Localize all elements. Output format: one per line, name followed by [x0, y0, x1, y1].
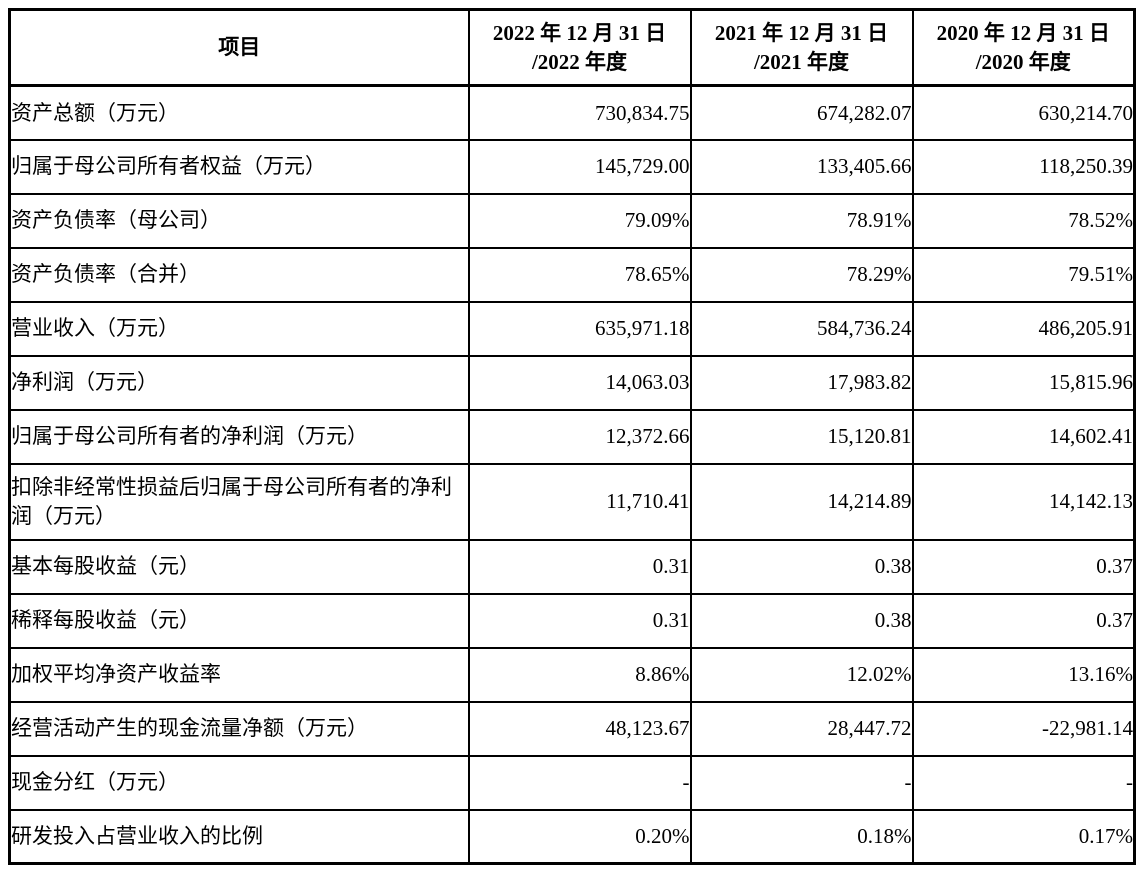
row-label: 资产总额（万元）	[8, 84, 470, 141]
value-2022: 0.20%	[467, 808, 692, 865]
value-2020: 15,815.96	[911, 354, 1136, 411]
table-row-basic-eps: 基本每股收益（元） 0.31 0.38 0.37	[8, 538, 1136, 595]
table-row-cash-dividend: 现金分红（万元） - - -	[8, 754, 1136, 811]
row-label: 营业收入（万元）	[8, 300, 470, 357]
value-2021: 0.38	[689, 538, 914, 595]
value-2021: 17,983.82	[689, 354, 914, 411]
header-2022-column: 2022 年 12 月 31 日 /2022 年度	[467, 8, 692, 87]
value-2022: 14,063.03	[467, 354, 692, 411]
header-2020-column: 2020 年 12 月 31 日 /2020 年度	[911, 8, 1136, 87]
value-2020: 0.17%	[911, 808, 1136, 865]
value-2021: 133,405.66	[689, 138, 914, 195]
table-row-parent-equity: 归属于母公司所有者权益（万元） 145,729.00 133,405.66 11…	[8, 138, 1136, 195]
value-2021: 78.91%	[689, 192, 914, 249]
value-2022: 12,372.66	[467, 408, 692, 465]
value-2020: 0.37	[911, 538, 1136, 595]
row-label: 现金分红（万元）	[8, 754, 470, 811]
value-2021: 0.38	[689, 592, 914, 649]
row-label: 加权平均净资产收益率	[8, 646, 470, 703]
row-label: 归属于母公司所有者的净利润（万元）	[8, 408, 470, 465]
value-2022: 730,834.75	[467, 84, 692, 141]
header-row: 项目 2022 年 12 月 31 日 /2022 年度 2021 年 12 月…	[8, 8, 1136, 87]
value-2020: -	[911, 754, 1136, 811]
value-2020: 14,602.41	[911, 408, 1136, 465]
value-2022: 79.09%	[467, 192, 692, 249]
table-row-net-profit-excl-nonrecurring: 扣除非经常性损益后归属于母公司所有者的净利润（万元） 11,710.41 14,…	[8, 462, 1136, 541]
value-2020: 486,205.91	[911, 300, 1136, 357]
value-2020: 630,214.70	[911, 84, 1136, 141]
value-2021: 28,447.72	[689, 700, 914, 757]
table-row-net-profit: 净利润（万元） 14,063.03 17,983.82 15,815.96	[8, 354, 1136, 411]
table-row-debt-ratio-parent: 资产负债率（母公司） 79.09% 78.91% 78.52%	[8, 192, 1136, 249]
table-row-weighted-roe: 加权平均净资产收益率 8.86% 12.02% 13.16%	[8, 646, 1136, 703]
table-row-operating-revenue: 营业收入（万元） 635,971.18 584,736.24 486,205.9…	[8, 300, 1136, 357]
value-2020: 78.52%	[911, 192, 1136, 249]
value-2021: 0.18%	[689, 808, 914, 865]
value-2020: -22,981.14	[911, 700, 1136, 757]
row-label: 资产负债率（合并）	[8, 246, 470, 303]
table-body: 资产总额（万元） 730,834.75 674,282.07 630,214.7…	[8, 84, 1136, 865]
value-2022: 11,710.41	[467, 462, 692, 541]
row-label: 经营活动产生的现金流量净额（万元）	[8, 700, 470, 757]
row-label: 研发投入占营业收入的比例	[8, 808, 470, 865]
value-2020: 79.51%	[911, 246, 1136, 303]
value-2021: 674,282.07	[689, 84, 914, 141]
value-2021: 12.02%	[689, 646, 914, 703]
table-row-operating-cash-flow: 经营活动产生的现金流量净额（万元） 48,123.67 28,447.72 -2…	[8, 700, 1136, 757]
value-2022: 8.86%	[467, 646, 692, 703]
header-item-column: 项目	[8, 8, 470, 87]
value-2021: -	[689, 754, 914, 811]
row-label: 扣除非经常性损益后归属于母公司所有者的净利润（万元）	[8, 462, 470, 541]
header-2021-column: 2021 年 12 月 31 日 /2021 年度	[689, 8, 914, 87]
value-2022: 78.65%	[467, 246, 692, 303]
value-2022: 635,971.18	[467, 300, 692, 357]
row-label: 资产负债率（母公司）	[8, 192, 470, 249]
value-2021: 584,736.24	[689, 300, 914, 357]
row-label: 基本每股收益（元）	[8, 538, 470, 595]
row-label: 归属于母公司所有者权益（万元）	[8, 138, 470, 195]
table-row-total-assets: 资产总额（万元） 730,834.75 674,282.07 630,214.7…	[8, 84, 1136, 141]
row-label: 净利润（万元）	[8, 354, 470, 411]
value-2022: 48,123.67	[467, 700, 692, 757]
value-2022: 0.31	[467, 592, 692, 649]
value-2021: 14,214.89	[689, 462, 914, 541]
value-2020: 0.37	[911, 592, 1136, 649]
table-row-net-profit-parent: 归属于母公司所有者的净利润（万元） 12,372.66 15,120.81 14…	[8, 408, 1136, 465]
value-2022: 0.31	[467, 538, 692, 595]
value-2020: 14,142.13	[911, 462, 1136, 541]
table-row-rd-revenue-ratio: 研发投入占营业收入的比例 0.20% 0.18% 0.17%	[8, 808, 1136, 865]
table-header: 项目 2022 年 12 月 31 日 /2022 年度 2021 年 12 月…	[8, 8, 1136, 87]
table-row-diluted-eps: 稀释每股收益（元） 0.31 0.38 0.37	[8, 592, 1136, 649]
row-label: 稀释每股收益（元）	[8, 592, 470, 649]
table-row-debt-ratio-consolidated: 资产负债率（合并） 78.65% 78.29% 79.51%	[8, 246, 1136, 303]
value-2020: 118,250.39	[911, 138, 1136, 195]
value-2021: 78.29%	[689, 246, 914, 303]
value-2021: 15,120.81	[689, 408, 914, 465]
value-2020: 13.16%	[911, 646, 1136, 703]
value-2022: 145,729.00	[467, 138, 692, 195]
financial-summary-table: 项目 2022 年 12 月 31 日 /2022 年度 2021 年 12 月…	[8, 8, 1136, 865]
value-2022: -	[467, 754, 692, 811]
